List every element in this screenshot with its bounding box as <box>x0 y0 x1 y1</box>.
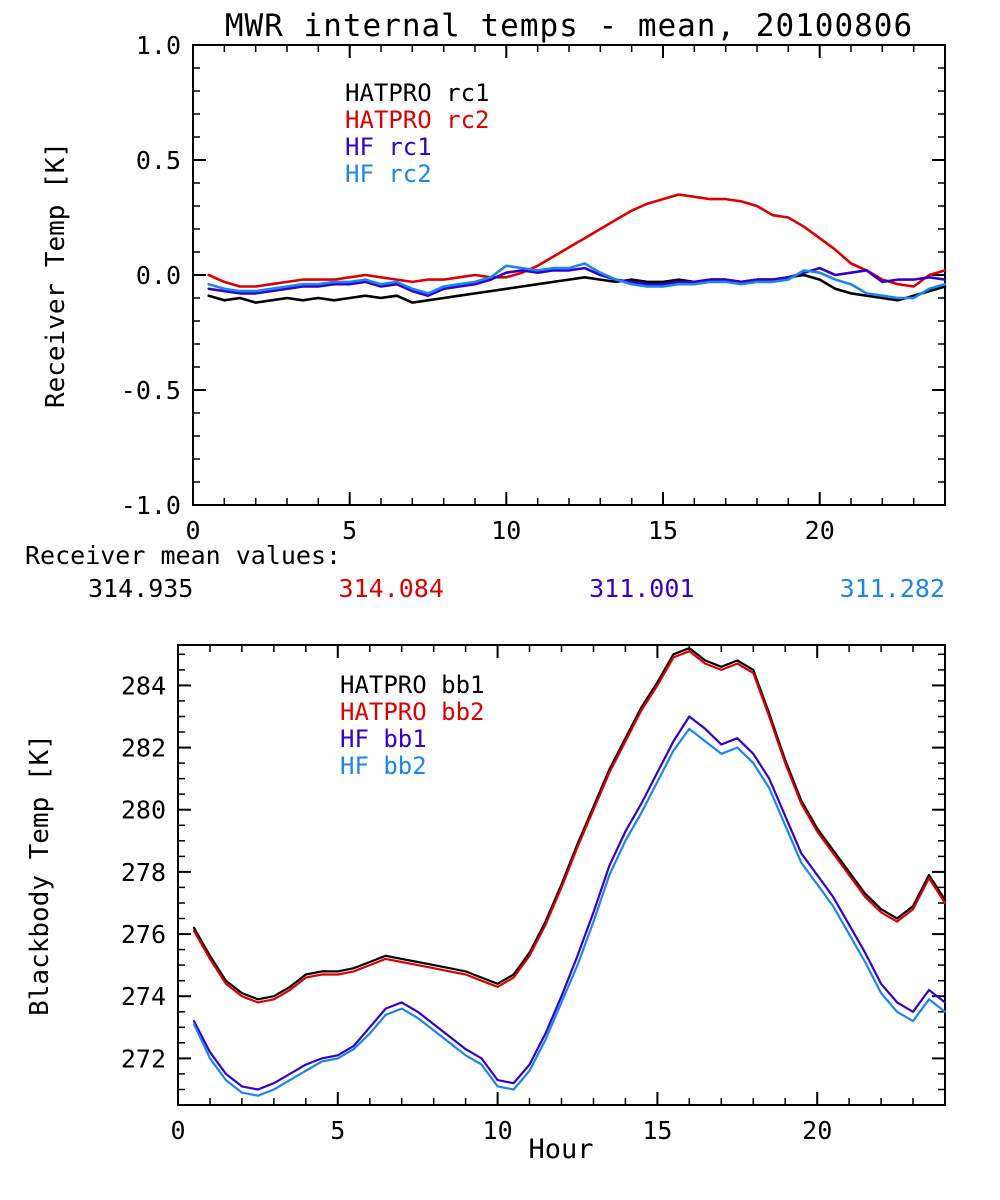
series-HATPRO-rc2 <box>207 193 947 288</box>
legend-entry: HF bb1 <box>340 725 427 753</box>
y-tick-label: 278 <box>121 858 166 887</box>
mean-value: 311.001 <box>589 574 695 603</box>
legend-entry: HATPRO bb2 <box>340 698 485 726</box>
blackbody-plot-box <box>177 644 946 1106</box>
series-HF-rc1 <box>207 266 947 298</box>
receiver-legend: HATPRO rc1 HATPRO rc2 HF rc1 HF rc2 <box>345 80 490 188</box>
series-HF-bb1 <box>192 715 947 1091</box>
y-tick-label: 274 <box>121 982 166 1011</box>
x-tick-label: 20 <box>802 1116 832 1145</box>
mean-values-row: 314.935 314.084 311.001 311.282 <box>88 574 945 603</box>
series-HATPRO-bb1 <box>192 646 947 1001</box>
legend-entry: HATPRO rc1 <box>345 79 490 107</box>
legend-entry: HF rc2 <box>345 160 432 188</box>
y-tick-label: 1.0 <box>136 31 181 60</box>
blackbody-y-axis-label: Blackbody Temp [K] <box>25 734 55 1016</box>
series-HATPRO-bb2 <box>192 650 947 1004</box>
y-tick-label: 0.0 <box>136 261 181 290</box>
x-axis-label: Hour <box>528 1134 594 1165</box>
legend-entry: HATPRO rc2 <box>345 106 490 134</box>
y-tick-label: 280 <box>121 796 166 825</box>
y-tick-label: 276 <box>121 920 166 949</box>
mean-values-header: Receiver mean values: <box>25 541 342 570</box>
legend-entry: HATPRO bb1 <box>340 671 485 699</box>
x-tick-label: 5 <box>342 516 357 545</box>
y-tick-label: 272 <box>121 1044 166 1073</box>
legend-entry: HF bb2 <box>340 752 427 780</box>
series-HF-rc2 <box>207 262 947 300</box>
x-tick-label: 15 <box>642 1116 672 1145</box>
x-tick-label: 15 <box>648 516 678 545</box>
legend-entry: HF rc1 <box>345 133 432 161</box>
y-tick-label: 282 <box>121 734 166 763</box>
receiver-plot-box <box>192 44 946 506</box>
mean-value: 314.935 <box>88 574 194 603</box>
mean-value: 314.084 <box>338 574 444 603</box>
x-tick-label: 0 <box>170 1116 185 1145</box>
series-HF-bb2 <box>192 727 947 1097</box>
y-tick-label: 0.5 <box>136 146 181 175</box>
x-tick-label: 5 <box>330 1116 345 1145</box>
receiver-y-axis-label: Receiver Temp [K] <box>41 141 71 409</box>
x-tick-label: 10 <box>491 516 521 545</box>
x-tick-label: 20 <box>805 516 835 545</box>
series-HATPRO-rc1 <box>207 273 947 304</box>
blackbody-legend: HATPRO bb1 HATPRO bb2 HF bb1 HF bb2 <box>340 672 485 780</box>
x-tick-label: 10 <box>483 1116 513 1145</box>
chart-title: MWR internal temps - mean, 20100806 <box>224 8 914 44</box>
y-tick-label: 284 <box>121 671 166 700</box>
y-tick-label: -1.0 <box>121 491 181 520</box>
y-tick-label: -0.5 <box>121 376 181 405</box>
mean-value: 311.282 <box>839 574 945 603</box>
x-tick-label: 0 <box>185 516 200 545</box>
